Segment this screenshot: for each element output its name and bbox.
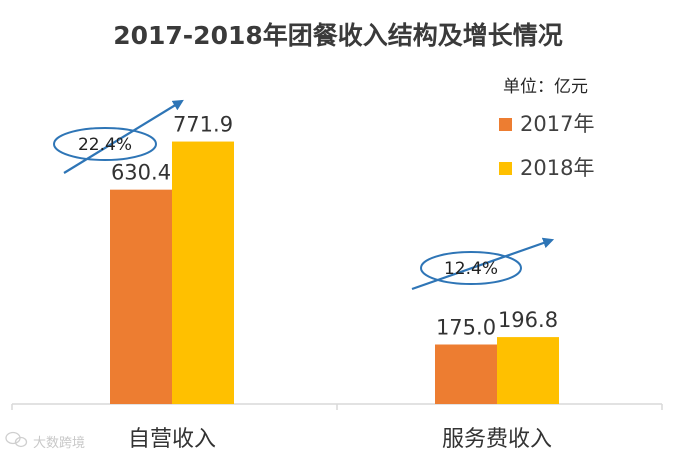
legend: 2017年 2018年 [499, 112, 594, 180]
chart-title: 2017-2018年团餐收入结构及增长情况 [113, 21, 563, 50]
legend-label: 2017年 [520, 112, 594, 136]
data-label: 175.0 [436, 316, 496, 340]
data-label: 771.9 [173, 113, 233, 137]
growth-ellipse [53, 127, 157, 161]
bar [435, 344, 497, 404]
category-labels: 自营收入 服务费收入 [128, 427, 552, 452]
legend-swatch [499, 162, 512, 175]
bar [497, 337, 559, 404]
category-label: 服务费收入 [442, 427, 552, 452]
bar [172, 141, 234, 404]
unit-label: 单位：亿元 [503, 77, 588, 97]
growth-annotations: 22.4% 12.4% [53, 99, 555, 291]
growth-arrow-icon [63, 99, 184, 174]
growth-ellipse [420, 251, 522, 285]
bars [110, 141, 559, 404]
category-label: 自营收入 [128, 427, 216, 452]
data-label: 196.8 [498, 308, 558, 332]
bar [110, 189, 172, 404]
legend-swatch [499, 118, 512, 131]
watermark-text: 大数跨境 [33, 436, 85, 451]
growth-label: 12.4% [444, 259, 498, 279]
legend-label: 2018年 [520, 156, 594, 180]
growth-label: 22.4% [78, 135, 132, 155]
wechat-logo-icon [5, 431, 28, 448]
watermark: 大数跨境 [5, 431, 85, 451]
growth-arrow-icon [411, 237, 555, 291]
data-label: 630.4 [111, 161, 171, 185]
